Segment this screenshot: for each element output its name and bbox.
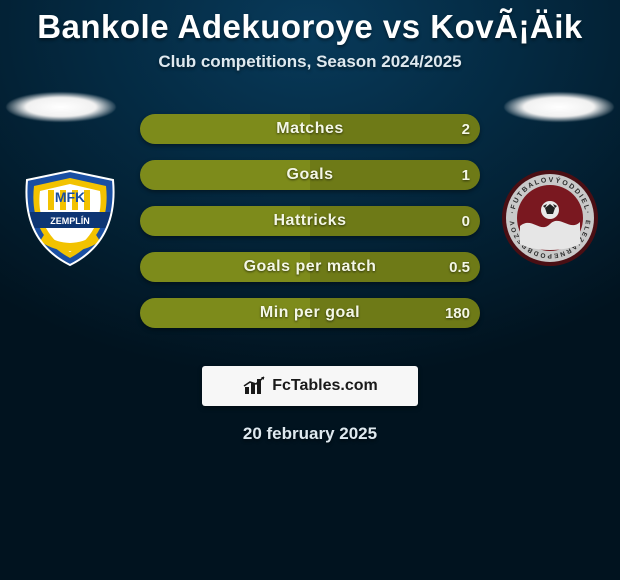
stat-value-right: 180 bbox=[445, 305, 470, 322]
svg-text:MFK: MFK bbox=[55, 189, 85, 205]
chart-icon bbox=[242, 376, 268, 396]
club-crest-left: MFK ZEMPLÍN bbox=[20, 168, 120, 268]
brand-text: FcTables.com bbox=[272, 377, 378, 395]
stat-label: Min per goal bbox=[140, 304, 480, 322]
date-text: 20 february 2025 bbox=[0, 424, 620, 444]
stat-value-right: 0.5 bbox=[449, 259, 470, 276]
spotlight-left bbox=[6, 92, 116, 122]
stat-value-right: 0 bbox=[462, 213, 470, 230]
stat-row: Goals per match0.5 bbox=[140, 252, 480, 282]
stat-row: Matches2 bbox=[140, 114, 480, 144]
club-crest-right: · F U T B A L O V Ý O D D I E L · Ž E L … bbox=[500, 168, 600, 268]
stats-list: Matches2Goals1Hattricks0Goals per match0… bbox=[140, 114, 480, 344]
stat-row: Goals1 bbox=[140, 160, 480, 190]
comparison-area: MFK ZEMPLÍN · F U T B A L O V Ý O D D I … bbox=[0, 96, 620, 356]
page-title: Bankole Adekuoroye vs KovÃ¡Äik bbox=[0, 0, 620, 46]
brand-badge[interactable]: FcTables.com bbox=[202, 366, 418, 406]
stat-label: Matches bbox=[140, 120, 480, 138]
subtitle: Club competitions, Season 2024/2025 bbox=[0, 52, 620, 72]
stat-label: Goals bbox=[140, 166, 480, 184]
svg-text:ZEMPLÍN: ZEMPLÍN bbox=[50, 216, 90, 226]
stat-label: Goals per match bbox=[140, 258, 480, 276]
stat-value-right: 2 bbox=[462, 121, 470, 138]
stat-value-right: 1 bbox=[462, 167, 470, 184]
stat-row: Hattricks0 bbox=[140, 206, 480, 236]
stat-row: Min per goal180 bbox=[140, 298, 480, 328]
spotlight-right bbox=[504, 92, 614, 122]
stat-label: Hattricks bbox=[140, 212, 480, 230]
